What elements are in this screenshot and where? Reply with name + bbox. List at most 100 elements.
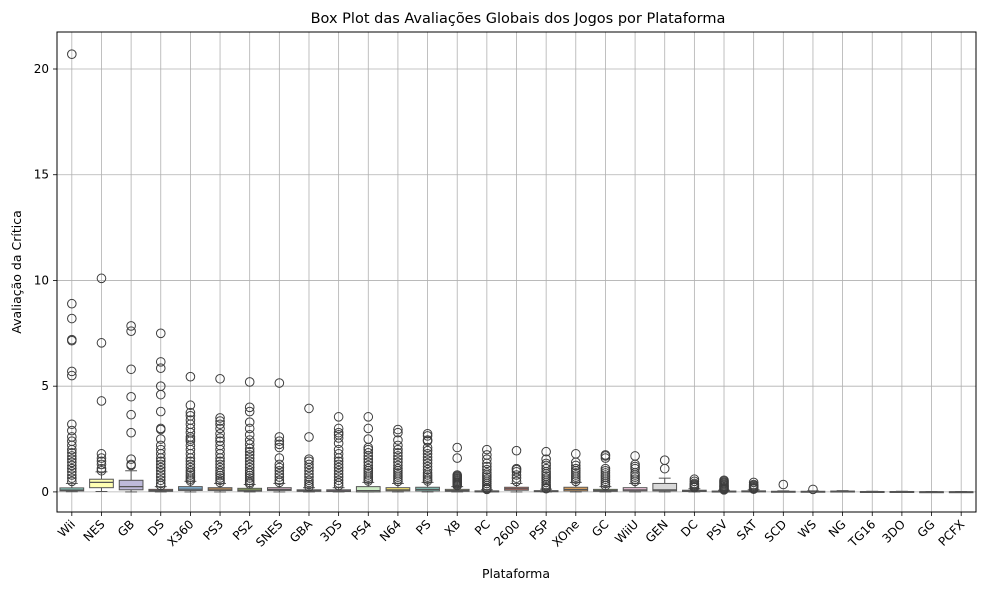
x-tick-label: WiiU [612, 517, 641, 546]
outlier-point [333, 412, 344, 422]
grid-lines [57, 32, 976, 512]
outlier-point [185, 476, 196, 486]
outlier-point [778, 479, 789, 490]
x-tick-label: PS [413, 517, 433, 537]
outlier-point [333, 449, 344, 459]
y-axis-label: Avaliação da Crítica [9, 210, 24, 333]
outlier-point [155, 406, 166, 417]
x-tick-label: N64 [377, 517, 404, 544]
outlier-point [67, 457, 77, 468]
outlier-point [244, 423, 255, 434]
iqr-box [652, 482, 678, 492]
x-tick-label: WS [795, 517, 819, 541]
outlier-point [422, 452, 433, 462]
x-tick-label: PS4 [349, 517, 375, 543]
outlier-point [244, 446, 255, 457]
x-tick-label: DC [678, 517, 700, 539]
x-tick-label: X360 [165, 517, 197, 549]
x-tick-label: PSV [704, 517, 731, 544]
iqr-box [59, 487, 85, 492]
outlier-point [511, 476, 522, 487]
chart-title: Box Plot das Avaliações Globais dos Jogo… [311, 11, 726, 27]
outlier-point [96, 453, 107, 463]
outlier-point [155, 456, 166, 467]
outlier-point [67, 313, 77, 324]
outlier-point [185, 462, 196, 473]
box-SAT [741, 477, 767, 494]
x-tick-label: SNES [253, 517, 285, 549]
outlier-point [363, 423, 374, 434]
outlier-point [126, 364, 136, 375]
outlier-point [215, 419, 225, 430]
outlier-point [244, 377, 255, 387]
outlier-point [215, 453, 225, 463]
outlier-point [333, 465, 344, 476]
x-tick-label: 3DO [879, 517, 908, 546]
outlier-point [422, 442, 433, 453]
x-tick-label: NG [826, 517, 849, 540]
x-axis-label: Plataforma [482, 566, 550, 581]
outlier-point [126, 321, 136, 331]
outlier-point [244, 450, 255, 460]
outlier-point [393, 424, 403, 435]
outlier-point [511, 473, 522, 483]
outlier-point [719, 484, 729, 495]
x-tick-label: TG16 [845, 517, 878, 550]
outlier-point [511, 467, 522, 477]
box-PSV [711, 475, 737, 495]
outlier-point [304, 456, 314, 467]
outlier-point [422, 449, 433, 459]
outlier-point [126, 454, 136, 464]
outlier-point [96, 273, 107, 284]
box-NES [89, 273, 114, 492]
outlier-point [185, 449, 196, 459]
outlier-point [215, 470, 225, 481]
outlier-point [541, 446, 551, 457]
box-PCFX [948, 490, 974, 494]
box-XOne [563, 449, 589, 493]
outlier-point [570, 460, 581, 471]
outlier-point [274, 459, 285, 470]
outlier-point [155, 328, 166, 339]
outlier-point [541, 463, 551, 474]
box-3DO [889, 490, 915, 493]
outlier-point [155, 434, 166, 444]
iqr-box [355, 486, 381, 493]
x-tick-label: GBA [287, 517, 316, 546]
outlier-point [67, 335, 77, 346]
outlier-point [244, 456, 255, 467]
outlier-point [244, 443, 255, 454]
y-tick-label: 10 [34, 273, 49, 287]
outlier-point [96, 396, 107, 406]
x-tick-label: Wii [55, 517, 78, 540]
outlier-point [274, 472, 285, 482]
outlier-point [67, 451, 77, 461]
x-tick-label: PCFX [936, 517, 968, 549]
box-N64 [385, 424, 411, 493]
outlier-point [67, 425, 77, 436]
outlier-point [126, 409, 136, 420]
outlier-point [422, 464, 433, 475]
outlier-point [67, 444, 77, 455]
outlier-point [511, 470, 522, 480]
outlier-point [244, 465, 255, 476]
x-tick-label: 3DS [318, 517, 345, 544]
outlier-point [363, 454, 374, 464]
outlier-point [67, 298, 77, 309]
outlier-point [393, 435, 403, 445]
outlier-point [126, 326, 136, 337]
outlier-point [67, 419, 77, 430]
outlier-point [393, 454, 403, 464]
outlier-point [155, 449, 166, 459]
outlier-point [304, 472, 314, 482]
outlier-point [215, 373, 225, 384]
outlier-point [155, 462, 166, 473]
outlier-point [96, 338, 107, 348]
outlier-point [67, 463, 77, 474]
outlier-point [96, 459, 107, 470]
outlier-point [244, 402, 255, 413]
outlier-point [67, 470, 77, 480]
outlier-point [215, 456, 225, 467]
box-DS [148, 328, 174, 493]
outlier-point [304, 432, 314, 442]
